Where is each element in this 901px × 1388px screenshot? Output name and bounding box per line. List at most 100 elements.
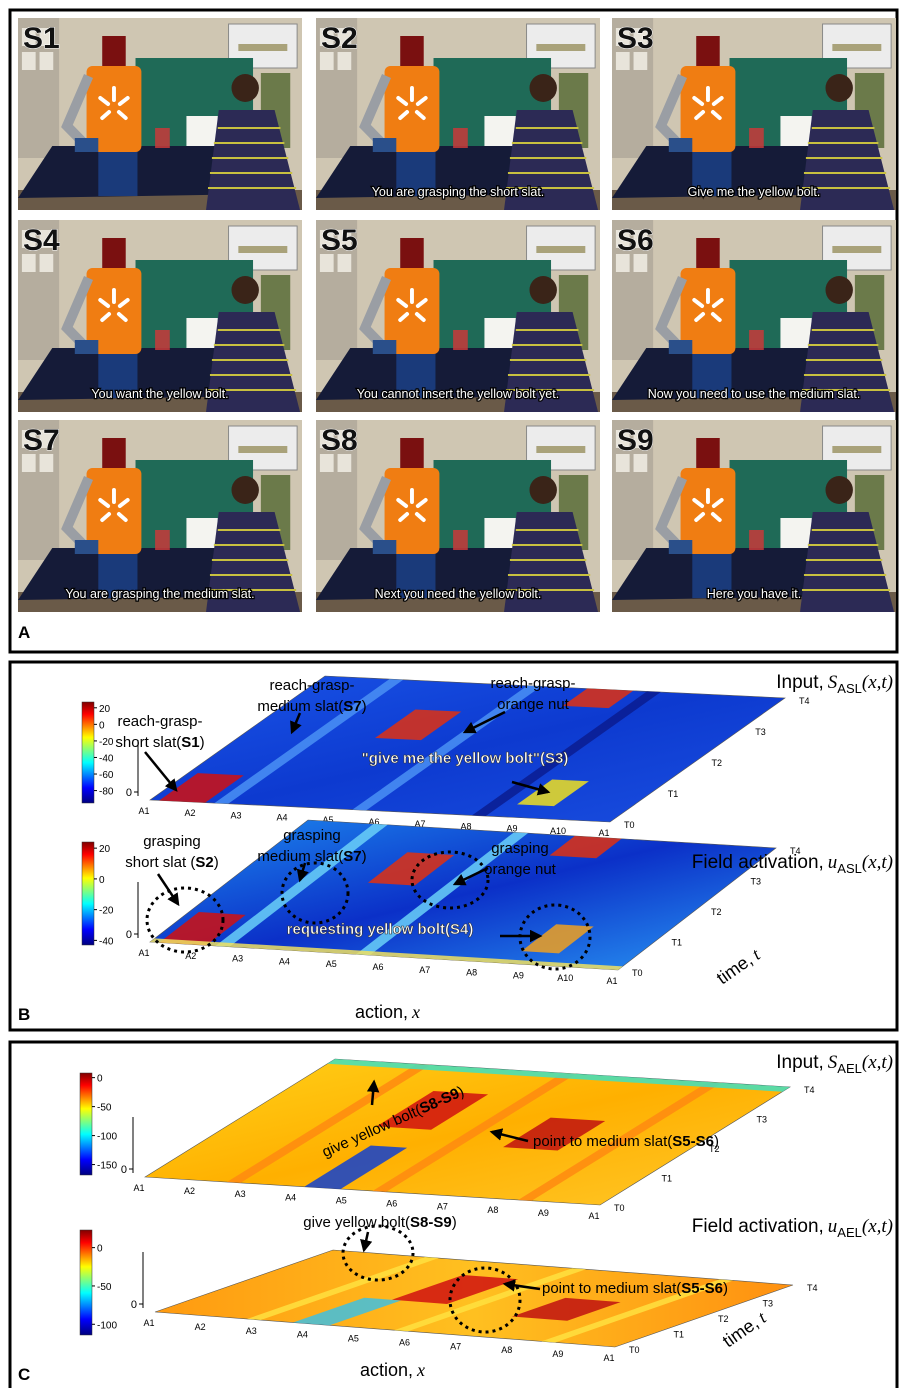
- t-tick-label: T1: [674, 1330, 685, 1340]
- t-tick-label: T0: [629, 1345, 640, 1355]
- x-tick-label: A1: [143, 1318, 154, 1328]
- x-tick-label: A1: [598, 828, 609, 838]
- t-tick-label: T3: [751, 877, 762, 887]
- colorbar-tick-label: -80: [99, 787, 114, 798]
- frame-label: S6: [617, 224, 654, 257]
- x-tick-label: A10: [557, 973, 573, 983]
- x-tick-label: A6: [399, 1337, 410, 1347]
- annotation-text: medium slat(: [257, 698, 343, 715]
- t-tick-label: T2: [711, 907, 722, 917]
- x-tick-label: A8: [501, 1345, 512, 1355]
- annotation: reach-grasp-: [269, 677, 354, 694]
- x-tick-label: A5: [326, 959, 337, 969]
- annotation-text: ): [714, 1133, 719, 1150]
- x-tick-label: A2: [195, 1322, 206, 1332]
- x-tick-label: A7: [437, 1202, 448, 1212]
- x-tick-label: A1: [138, 948, 149, 958]
- annotation-text: short slat (: [125, 854, 195, 871]
- frame-label: S4: [23, 224, 60, 257]
- t-tick-label: T4: [804, 1085, 815, 1095]
- x-tick-label: A9: [538, 1208, 549, 1218]
- title-args: (x,t): [862, 1052, 893, 1073]
- panel-label: C: [18, 1365, 30, 1384]
- t-tick-label: T1: [668, 789, 679, 799]
- photo: [18, 18, 302, 210]
- title-subscript: ASL: [837, 861, 862, 876]
- colorbar: [82, 842, 94, 945]
- annotation-bold: S7: [343, 848, 361, 865]
- x-tick-label: A8: [466, 968, 477, 978]
- annotation: orange nut: [484, 861, 557, 878]
- annotation-text: ): [362, 698, 367, 715]
- annotation-arrow: [364, 1232, 368, 1250]
- t-tick-label: T2: [718, 1314, 729, 1324]
- annotation: requesting yellow bolt(S4): [287, 921, 474, 938]
- frame-label: S1: [23, 22, 60, 55]
- t-tick-label: T0: [624, 820, 635, 830]
- annotation: grasping: [283, 827, 341, 844]
- annotation: give yellow bolt(S8-S9): [303, 1214, 456, 1231]
- frame-label: S8: [321, 424, 358, 457]
- panel-label: B: [18, 1005, 30, 1024]
- x-tick-label: A3: [246, 1326, 257, 1336]
- t-axis-label: time,t: [713, 944, 765, 988]
- plot-title: Input,SASL(x,t): [776, 672, 893, 696]
- panel-label: A: [18, 623, 30, 642]
- annotation-text: medium slat(: [257, 848, 343, 865]
- photo: [612, 18, 896, 210]
- t-tick-label: T3: [755, 727, 766, 737]
- t-tick-label: T0: [614, 1203, 625, 1213]
- x-axis-symbol: x: [416, 1360, 425, 1380]
- colorbar-tick-label: -60: [99, 770, 114, 781]
- colorbar-tick-label: -50: [97, 1282, 112, 1293]
- colorbar-tick-label: 0: [99, 875, 105, 886]
- photo: [612, 420, 896, 612]
- frame-label: S3: [617, 22, 654, 55]
- annotation-bold: ): [468, 921, 473, 938]
- t-tick-label: T2: [712, 758, 723, 768]
- x-tick-label: A9: [513, 970, 524, 980]
- title-symbol: S: [828, 672, 838, 693]
- annotation: short slat(S1): [115, 734, 204, 751]
- x-tick-label: A1: [133, 1183, 144, 1193]
- annotation: short slat (S2): [125, 854, 218, 871]
- x-axis-text: action,: [355, 1002, 408, 1022]
- t-tick-label: T1: [672, 938, 683, 948]
- annotation-text: grasping: [491, 840, 549, 857]
- photo: [316, 18, 600, 210]
- colorbar-tick-label: -150: [97, 1161, 117, 1172]
- title-subscript: AEL: [837, 1061, 862, 1076]
- t-tick-label: T3: [763, 1299, 774, 1309]
- x-tick-label: A3: [232, 954, 243, 964]
- annotation: grasping: [491, 840, 549, 857]
- annotation: "give me the yellow bolt"(S3): [362, 750, 569, 767]
- annotation-bold: "give me the yellow bolt"(: [362, 750, 545, 767]
- annotation: reach-grasp-: [490, 675, 575, 692]
- z-tick-label: 0: [121, 1164, 127, 1176]
- x-tick-label: A2: [184, 1186, 195, 1196]
- page: A B C S1S2You are grasping the short sla…: [0, 0, 901, 1388]
- x-tick-label: A7: [450, 1341, 461, 1351]
- photo: [612, 220, 896, 412]
- caption: You are grasping the medium slat.: [65, 587, 254, 601]
- annotation-arrow: [145, 752, 176, 790]
- plot-title: Field activation,uASL(x,t): [692, 852, 893, 876]
- frame-label: S7: [23, 424, 60, 457]
- colorbar-tick-label: -100: [97, 1320, 117, 1331]
- title-text: Field activation,: [692, 1216, 824, 1237]
- annotation-text: grasping: [143, 833, 201, 850]
- x-tick-label: A1: [138, 806, 149, 816]
- annotation-bold: requesting yellow bolt(: [287, 921, 450, 938]
- annotation-bold: S3: [545, 750, 563, 767]
- x-tick-label: A1: [606, 976, 617, 986]
- colorbar: [82, 702, 94, 803]
- x-tick-label: A2: [184, 808, 195, 818]
- x-tick-label: A4: [297, 1330, 308, 1340]
- title-text: Field activation,: [692, 852, 824, 873]
- caption: You are grasping the short slat.: [372, 185, 545, 199]
- plot-title: Input,SAEL(x,t): [776, 1052, 893, 1076]
- colorbar-tick-label: -50: [97, 1103, 112, 1114]
- colorbar: [80, 1073, 92, 1175]
- t-axis-text: time,: [713, 950, 756, 989]
- annotation-text: ): [723, 1280, 728, 1297]
